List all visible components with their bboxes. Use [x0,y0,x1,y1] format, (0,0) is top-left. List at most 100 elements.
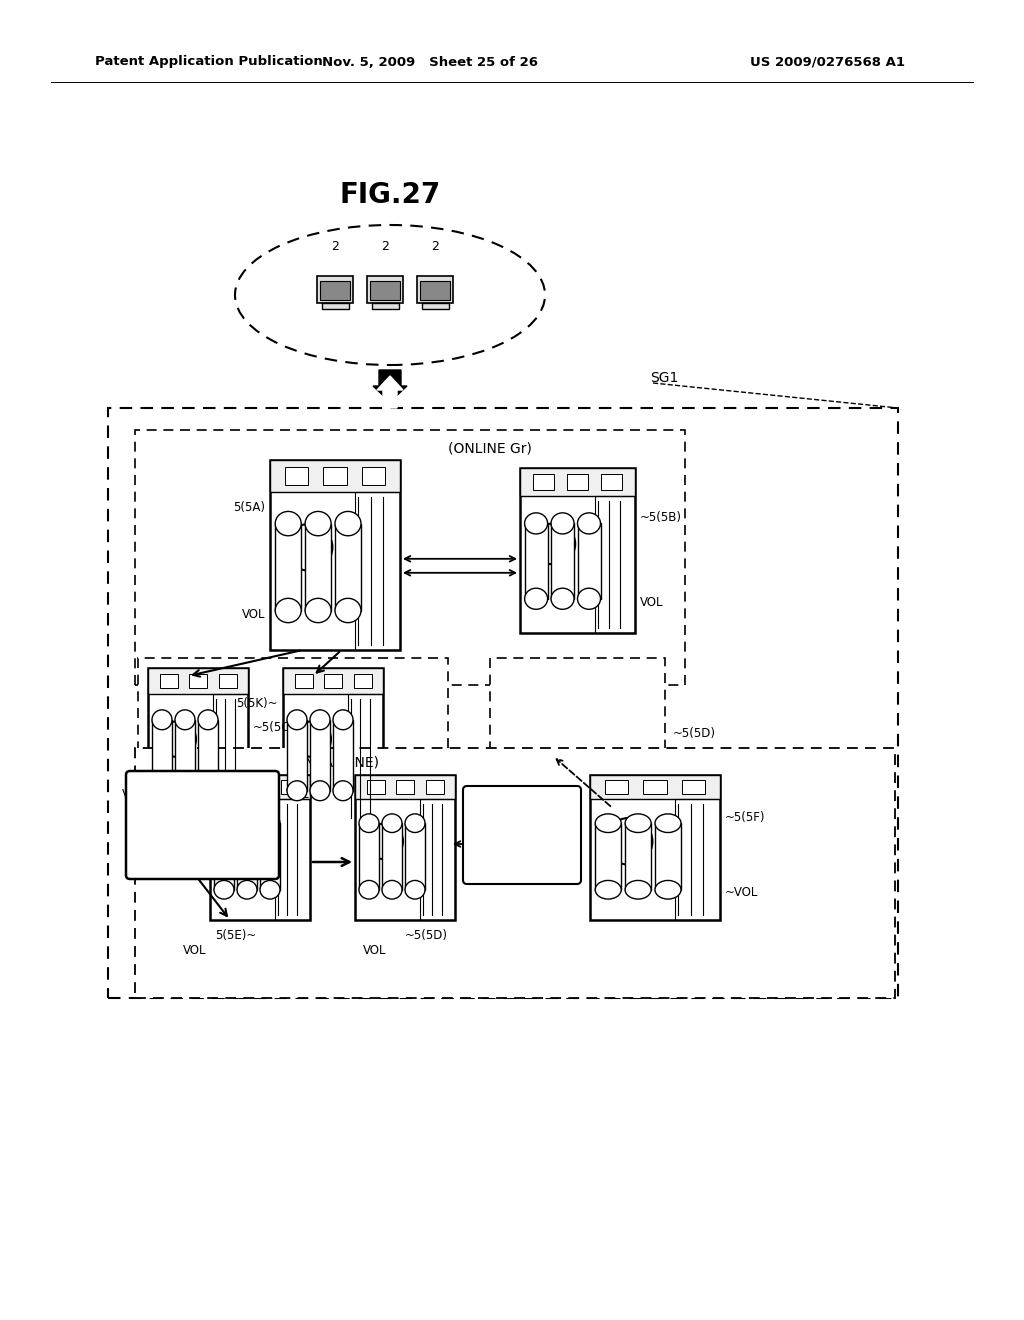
Text: 4: 4 [381,834,389,847]
Bar [285,467,308,484]
Text: OLD: OLD [510,825,534,836]
Bar [148,668,248,822]
FancyBboxPatch shape [463,785,581,884]
Bar [210,775,310,799]
Bar [370,281,400,300]
Ellipse shape [333,710,353,730]
Bar [590,775,720,799]
Bar [353,673,372,688]
Bar [422,304,449,309]
Ellipse shape [655,880,681,899]
Bar [281,780,299,793]
Text: US 2009/0276568 A1: US 2009/0276568 A1 [750,55,905,69]
Ellipse shape [359,880,379,899]
Bar [682,780,706,793]
Ellipse shape [287,710,307,730]
Bar [138,657,449,838]
Text: 5(5A): 5(5A) [233,502,265,515]
Ellipse shape [175,781,195,801]
Bar [189,673,207,688]
Text: ~5(5D): ~5(5D) [406,928,449,941]
Bar [396,780,414,793]
Bar [355,775,455,799]
Bar [520,469,635,496]
Text: 5(5E)~: 5(5E)~ [215,928,256,941]
Bar [372,304,398,309]
Text: 1: 1 [304,541,313,554]
Ellipse shape [237,880,257,899]
Bar [524,524,548,599]
Bar [578,524,600,599]
Ellipse shape [335,598,361,623]
Bar [605,780,629,793]
Bar [324,467,347,484]
Bar [567,474,588,490]
Text: 2: 2 [331,240,339,253]
Ellipse shape [305,598,331,623]
Ellipse shape [275,511,301,536]
Text: ~5(5D): ~5(5D) [673,726,716,739]
Text: 6: 6 [308,733,317,746]
Ellipse shape [625,814,651,833]
Bar [214,824,234,890]
Ellipse shape [382,814,402,833]
Bar [520,469,635,634]
Bar [426,780,443,793]
Ellipse shape [175,710,195,730]
Ellipse shape [198,781,218,801]
Ellipse shape [275,598,301,623]
Bar [367,780,384,793]
Circle shape [534,523,575,565]
Bar [305,524,331,610]
Bar [135,748,895,998]
Bar [198,719,218,791]
Bar [420,281,450,300]
Ellipse shape [198,710,218,730]
Ellipse shape [655,814,681,833]
Bar [270,459,400,649]
Bar [135,430,685,685]
Text: ~VOL: ~VOL [725,886,759,899]
Text: AND: AND [189,828,215,837]
Ellipse shape [578,589,600,610]
Bar [354,492,400,649]
Ellipse shape [625,880,651,899]
Ellipse shape [551,513,574,535]
Text: 2: 2 [550,537,559,550]
Bar [237,824,257,890]
Ellipse shape [524,589,548,610]
Ellipse shape [524,513,548,535]
Ellipse shape [287,781,307,801]
Bar [417,276,453,304]
Bar [333,719,353,791]
Ellipse shape [214,814,234,833]
Bar [295,673,312,688]
Bar [270,459,400,492]
Ellipse shape [335,511,361,536]
Bar [355,775,455,920]
Text: ~5(5F): ~5(5F) [725,810,766,824]
Text: 5(5K)~: 5(5K)~ [237,697,278,710]
Circle shape [605,818,652,865]
Text: (NEARLINE): (NEARLINE) [300,755,380,770]
Bar [382,824,402,890]
Bar [534,474,554,490]
Bar [175,719,195,791]
Text: SG1: SG1 [650,371,678,385]
Text: ~5(5C): ~5(5C) [253,722,295,734]
FancyArrow shape [377,376,403,408]
Text: SUBMASTER: SUBMASTER [166,808,239,818]
Bar [675,799,720,920]
Bar [601,474,622,490]
Bar [367,276,403,304]
Text: 2: 2 [431,240,439,253]
Bar [218,673,237,688]
Bar [590,775,720,920]
Text: DEMOTE: DEMOTE [498,803,547,813]
Ellipse shape [237,814,257,833]
Bar [625,824,651,890]
Bar [260,824,280,890]
Bar [283,668,383,822]
Ellipse shape [359,814,379,833]
Bar [420,799,455,920]
